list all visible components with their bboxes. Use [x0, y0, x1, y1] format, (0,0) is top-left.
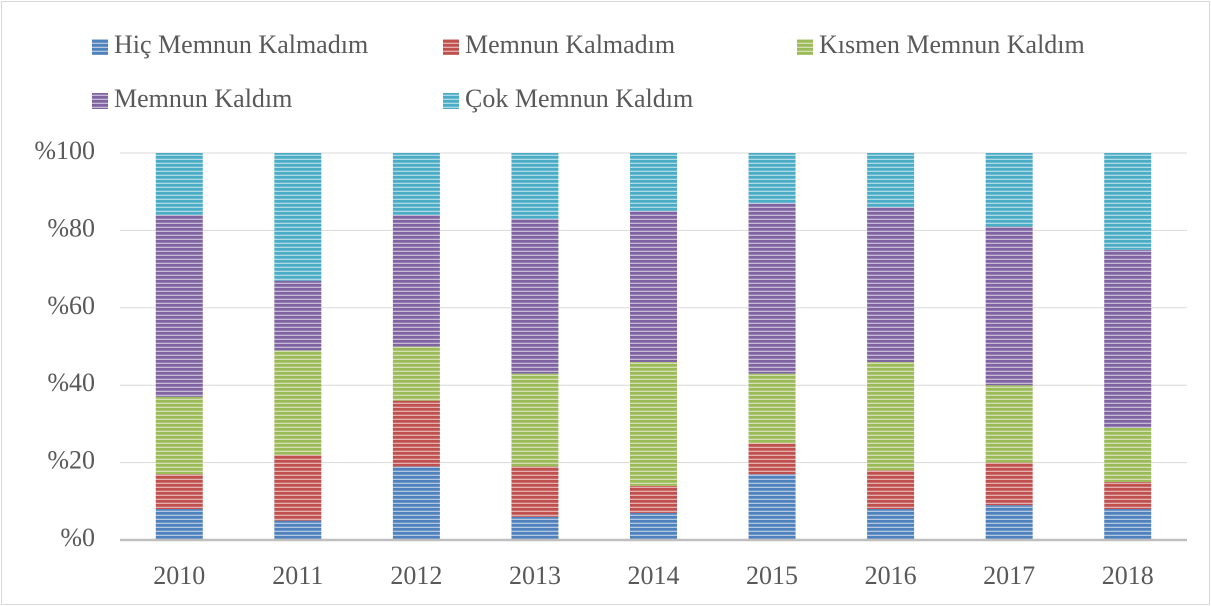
legend-swatch [443, 93, 459, 109]
x-tick-label: 2015 [746, 561, 798, 590]
y-tick-label: %100 [34, 136, 95, 165]
legend-label: Memnun Kalmadım [465, 30, 675, 59]
y-tick-label: %60 [47, 291, 95, 320]
legend-label: Kısmen Memnun Kaldım [819, 30, 1085, 59]
bar-segment [392, 153, 440, 215]
bar-segment [155, 214, 203, 397]
legend-swatch [797, 39, 813, 55]
bar-segment [155, 509, 203, 540]
bar-segment [511, 373, 559, 467]
bar-segment [748, 443, 796, 475]
x-tick-label: 2016 [865, 561, 917, 590]
bar-segment [985, 153, 1033, 227]
bar-segment [392, 466, 440, 540]
bar-segment [511, 516, 559, 540]
bar-segment [1104, 427, 1152, 482]
bar-segment [155, 474, 203, 510]
x-tick-label: 2017 [983, 561, 1035, 590]
y-tick-label: %0 [60, 523, 95, 552]
bar-segment [985, 385, 1033, 463]
bar-segment [511, 153, 559, 219]
bar-segment [985, 462, 1033, 506]
bar-segment [748, 373, 796, 444]
bar-segment [630, 512, 677, 540]
bar-segment [155, 396, 203, 475]
bar-segment [748, 153, 796, 204]
bar-segment [748, 203, 796, 374]
bar-segment [155, 153, 203, 215]
bar-segment [867, 361, 915, 471]
bar-segment [274, 350, 322, 455]
x-tick-label: 2013 [509, 561, 561, 590]
bar-segment [1104, 249, 1152, 428]
bar-segment [274, 280, 322, 351]
bar-segment [392, 346, 440, 401]
bar-segment [867, 470, 915, 510]
bar-segment [985, 226, 1033, 386]
y-tick-label: %80 [47, 213, 95, 242]
y-tick-label: %20 [47, 446, 95, 475]
bar-segment [748, 474, 796, 540]
bar-segment [867, 509, 915, 540]
legend-swatch [92, 39, 108, 55]
x-tick-label: 2010 [153, 561, 205, 590]
bar-segment [630, 211, 677, 362]
bar-segment [867, 153, 915, 208]
x-tick-label: 2018 [1102, 561, 1154, 590]
bar-segment [274, 520, 322, 540]
legend-label: Memnun Kaldım [114, 84, 292, 113]
legend-label: Hiç Memnun Kalmadım [114, 30, 368, 59]
bar-segment [274, 153, 322, 281]
bar-segment [630, 153, 677, 212]
legend-swatch [443, 39, 459, 55]
bar-segment [511, 466, 559, 517]
bar-segment [392, 400, 440, 467]
x-tick-label: 2014 [628, 561, 680, 590]
bar-segment [392, 214, 440, 347]
bar-segment [274, 454, 322, 521]
bar-segment [630, 361, 677, 486]
x-tick-label: 2011 [272, 561, 323, 590]
bar-segment [630, 485, 677, 513]
bar-segment [1104, 509, 1152, 540]
bar-segment [1104, 153, 1152, 250]
bar-segment [867, 207, 915, 362]
y-tick-label: %40 [47, 368, 95, 397]
legend-label: Çok Memnun Kaldım [465, 84, 693, 113]
x-tick-label: 2012 [390, 561, 442, 590]
bar-segment [511, 218, 559, 374]
bar-segment [985, 505, 1033, 540]
bar-segment [1104, 481, 1152, 510]
legend-swatch [92, 93, 108, 109]
